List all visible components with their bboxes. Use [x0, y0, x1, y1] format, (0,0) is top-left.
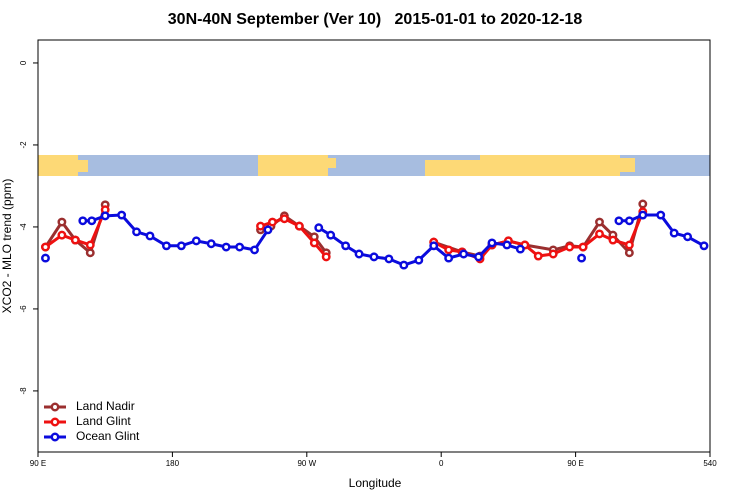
series-line [433, 203, 645, 258]
x-tick-label: 90 E [567, 459, 583, 468]
data-point [321, 252, 331, 262]
data-point [608, 235, 618, 245]
data-point [85, 240, 95, 250]
data-point [638, 210, 648, 220]
data-point [326, 230, 336, 240]
x-tick-label: 180 [166, 459, 180, 468]
data-point [444, 253, 454, 263]
data-point [70, 235, 80, 245]
data-point [57, 217, 67, 227]
data-point [683, 232, 693, 242]
data-point [85, 248, 95, 258]
data-point [624, 240, 634, 250]
data-point [117, 210, 127, 220]
data-point [502, 240, 512, 250]
y-tick-label: -8 [19, 387, 28, 395]
data-point [515, 244, 525, 254]
data-point [624, 216, 634, 226]
data-point [268, 217, 277, 227]
data-point [474, 252, 483, 262]
data-point [145, 231, 155, 241]
data-point [656, 210, 666, 220]
y-tick-label: -6 [19, 305, 28, 313]
data-point [263, 225, 273, 235]
plot-frame [37, 39, 711, 453]
data-point [414, 255, 424, 265]
data-point [294, 221, 304, 231]
map-strip [38, 155, 710, 176]
legend-label: Ocean Glint [76, 429, 140, 443]
data-point [256, 221, 265, 231]
x-axis-label: Longitude [349, 476, 402, 490]
legend-marker [50, 402, 60, 412]
data-point [548, 249, 558, 259]
data-point [132, 227, 142, 237]
data-point [235, 242, 245, 252]
legend-label: Land Nadir [76, 399, 135, 413]
data-point [191, 236, 201, 246]
data-point [614, 216, 624, 226]
data-point [595, 229, 604, 239]
legend-marker [50, 417, 60, 427]
data-point [577, 253, 587, 263]
x-tick-label: 540 [703, 459, 717, 468]
y-tick-label: -4 [19, 223, 28, 231]
data-point [161, 241, 171, 251]
data-point [369, 252, 379, 262]
y-axis-label: XCO2 - MLO trend (ppm) [0, 179, 14, 314]
data-point [669, 228, 679, 238]
data-point [624, 248, 634, 258]
data-point [699, 241, 709, 251]
data-point [176, 241, 186, 251]
y-tick-label: 0 [19, 60, 28, 65]
x-tick-label: 0 [439, 459, 444, 468]
data-point [87, 216, 97, 226]
x-tick-label: 90 W [297, 459, 316, 468]
data-point [250, 245, 259, 255]
data-point [384, 254, 394, 264]
data-point [57, 230, 67, 240]
data-point [429, 241, 439, 251]
data-point [638, 199, 648, 209]
data-point [533, 251, 543, 261]
data-point [487, 238, 497, 248]
data-point [578, 242, 588, 252]
data-point [314, 223, 324, 233]
data-point [354, 249, 364, 259]
data-point [41, 253, 50, 263]
data-point [459, 249, 469, 259]
data-point [41, 242, 50, 252]
data-point [221, 242, 231, 252]
data-point [341, 241, 351, 251]
data-point [444, 245, 454, 255]
chart-title: 30N-40N September (Ver 10) 2015-01-01 to… [168, 11, 583, 28]
data-point [100, 211, 110, 221]
data-point [565, 242, 575, 252]
data-point [309, 238, 319, 248]
x-tick-label: 90 E [30, 459, 46, 468]
data-point [206, 239, 216, 249]
data-point [78, 216, 88, 226]
y-tick-label: -2 [19, 141, 28, 149]
data-point [595, 217, 604, 227]
legend-label: Land Glint [76, 414, 131, 428]
data-point [399, 260, 409, 270]
legend-marker [50, 432, 60, 442]
data-point [279, 214, 289, 224]
